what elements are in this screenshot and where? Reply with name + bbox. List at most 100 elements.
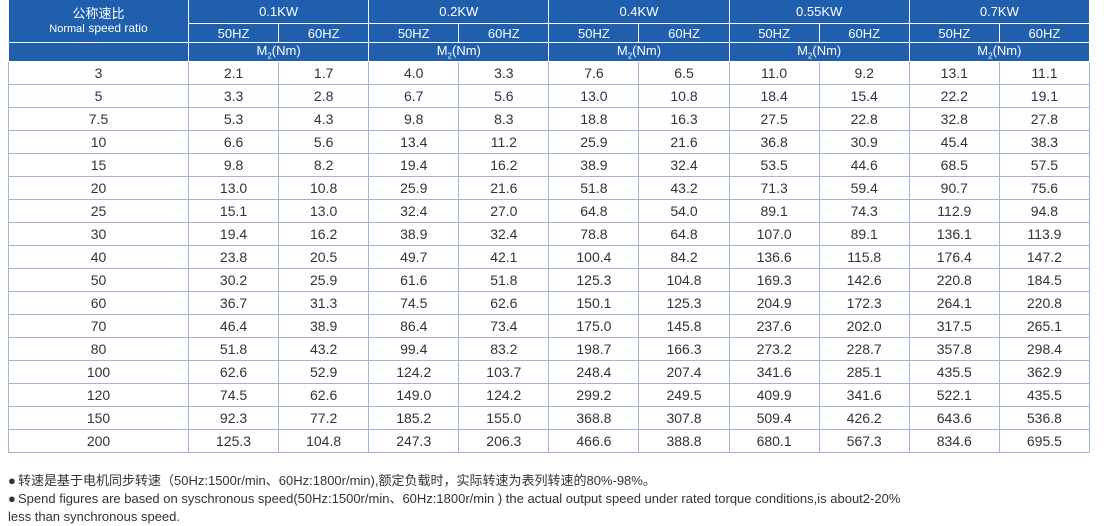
freq-60-header: 60HZ <box>278 23 370 43</box>
ratio-cell: 120 <box>8 383 189 407</box>
torque-cell: 104.8 <box>278 429 370 453</box>
torque-cell: 124.2 <box>458 383 550 407</box>
torque-cell: 71.3 <box>728 176 820 200</box>
table-row: 3 2.1 1.7 4.0 3.3 7.6 6.5 11.0 9.2 13.1 11.1 <box>8 61 1091 85</box>
torque-cell: 175.0 <box>548 314 640 338</box>
freq-50-header: 50HZ <box>368 23 460 43</box>
ratio-cell: 20 <box>8 176 189 200</box>
freq-60-header: 60HZ <box>638 23 730 43</box>
torque-cell: 5.6 <box>278 130 370 154</box>
footnotes: ● 转速是基于电机同步转速（50Hz:1500r/min、60Hz:1800r/m… <box>8 472 1118 526</box>
torque-cell: 100.4 <box>548 245 640 269</box>
table-row: 7.5 5.3 4.3 9.8 8.3 18.8 16.3 27.5 22.8 32.8 27.8 <box>8 107 1091 131</box>
torque-unit-header: M2(Nm) <box>187 42 370 62</box>
torque-unit: (Nm) <box>271 43 301 59</box>
torque-cell: 92.3 <box>187 406 280 430</box>
torque-subscript: 2 <box>627 51 633 61</box>
torque-cell: 204.9 <box>728 291 820 315</box>
table-row: 5 3.3 2.8 6.7 5.6 13.0 10.8 18.4 15.4 22.2 19.1 <box>8 84 1091 108</box>
torque-cell: 3.3 <box>458 61 550 85</box>
torque-cell: 466.6 <box>548 429 640 453</box>
torque-cell: 22.8 <box>818 107 910 131</box>
table-row: 150 92.3 77.2 185.2 155.0 368.8 307.8 509.4 426.… <box>8 406 1091 430</box>
torque-cell: 247.3 <box>368 429 460 453</box>
torque-cell: 15.4 <box>818 84 910 108</box>
torque-cell: 51.8 <box>458 268 550 292</box>
ratio-cell: 3 <box>8 61 189 85</box>
torque-cell: 74.3 <box>818 199 910 223</box>
torque-cell: 94.8 <box>998 199 1091 223</box>
torque-cell: 19.1 <box>998 84 1091 108</box>
torque-cell: 74.5 <box>187 383 280 407</box>
torque-cell: 38.9 <box>368 222 460 246</box>
table-row: 70 46.4 38.9 86.4 73.4 175.0 145.8 237.6 202.0 31… <box>8 314 1091 338</box>
torque-cell: 90.7 <box>908 176 1000 200</box>
torque-cell: 74.5 <box>368 291 460 315</box>
torque-cell: 31.3 <box>278 291 370 315</box>
footnote-en-text: Spend figures are based on syschronous s… <box>18 491 901 506</box>
footnote-en: ● Spend figures are based on syschronous … <box>8 490 1118 508</box>
freq-50-header: 50HZ <box>187 23 280 43</box>
torque-cell: 206.3 <box>458 429 550 453</box>
ratio-cell: 10 <box>8 130 189 154</box>
torque-cell: 136.1 <box>908 222 1000 246</box>
torque-cell: 10.8 <box>638 84 730 108</box>
torque-cell: 8.3 <box>458 107 550 131</box>
torque-cell: 19.4 <box>187 222 280 246</box>
torque-cell: 84.2 <box>638 245 730 269</box>
torque-cell: 113.9 <box>998 222 1091 246</box>
table-body: 3 2.1 1.7 4.0 3.3 7.6 6.5 11.0 9.2 13.1 11.1 5 3.3 2.… <box>8 61 1091 453</box>
torque-cell: 341.6 <box>818 383 910 407</box>
ratio-header-cn: 公称速比 <box>72 5 125 21</box>
torque-cell: 42.1 <box>458 245 550 269</box>
torque-cell: 78.8 <box>548 222 640 246</box>
table-row: 80 51.8 43.2 99.4 83.2 198.7 166.3 273.2 228.7 35… <box>8 337 1091 361</box>
table-row: 25 15.1 13.0 32.4 27.0 64.8 54.0 89.1 74.3 112.9 9… <box>8 199 1091 223</box>
torque-cell: 184.5 <box>998 268 1091 292</box>
torque-cell: 27.8 <box>998 107 1091 131</box>
ratio-cell: 80 <box>8 337 189 361</box>
torque-cell: 62.6 <box>458 291 550 315</box>
table-row: 20 13.0 10.8 25.9 21.6 51.8 43.2 71.3 59.4 90.7 75… <box>8 176 1091 200</box>
torque-cell: 103.7 <box>458 360 550 384</box>
torque-cell: 834.6 <box>908 429 1000 453</box>
torque-subscript: 2 <box>988 51 993 61</box>
torque-unit: (Nm) <box>451 43 481 59</box>
freq-50-header: 50HZ <box>908 23 1000 43</box>
freq-50-header: 50HZ <box>728 23 820 43</box>
ratio-cell: 7.5 <box>8 107 189 131</box>
torque-unit-header: M2(Nm) <box>728 42 910 62</box>
torque-cell: 30.2 <box>187 268 280 292</box>
torque-cell: 248.4 <box>548 360 640 384</box>
table-row: 100 62.6 52.9 124.2 103.7 248.4 207.4 341.6 285.… <box>8 360 1091 384</box>
torque-cell: 249.5 <box>638 383 730 407</box>
torque-cell: 6.6 <box>187 130 280 154</box>
ratio-cell: 200 <box>8 429 189 453</box>
torque-cell: 53.5 <box>728 153 820 177</box>
torque-cell: 49.7 <box>368 245 460 269</box>
torque-cell: 185.2 <box>368 406 460 430</box>
torque-symbol: M <box>616 43 628 59</box>
bullet-icon: ● <box>8 473 16 488</box>
torque-cell: 20.5 <box>278 245 370 269</box>
torque-cell: 36.7 <box>187 291 280 315</box>
torque-cell: 198.7 <box>548 337 640 361</box>
torque-cell: 435.5 <box>908 360 1000 384</box>
table-row: 200 125.3 104.8 247.3 206.3 466.6 388.8 680.1 56… <box>8 429 1091 453</box>
torque-cell: 18.8 <box>548 107 640 131</box>
torque-cell: 149.0 <box>368 383 460 407</box>
torque-cell: 695.5 <box>998 429 1091 453</box>
torque-cell: 176.4 <box>908 245 1000 269</box>
power-header: 0.55KW <box>728 0 910 24</box>
torque-cell: 273.2 <box>728 337 820 361</box>
footnote-en-text-2: less than synchronous speed. <box>8 509 180 524</box>
torque-cell: 522.1 <box>908 383 1000 407</box>
torque-cell: 5.6 <box>458 84 550 108</box>
torque-cell: 25.9 <box>548 130 640 154</box>
torque-cell: 75.6 <box>998 176 1091 200</box>
ratio-cell: 100 <box>8 360 189 384</box>
torque-cell: 567.3 <box>818 429 910 453</box>
ratio-cell: 5 <box>8 84 189 108</box>
torque-unit-header: M2(Nm) <box>368 42 550 62</box>
torque-symbol: M <box>797 43 808 59</box>
